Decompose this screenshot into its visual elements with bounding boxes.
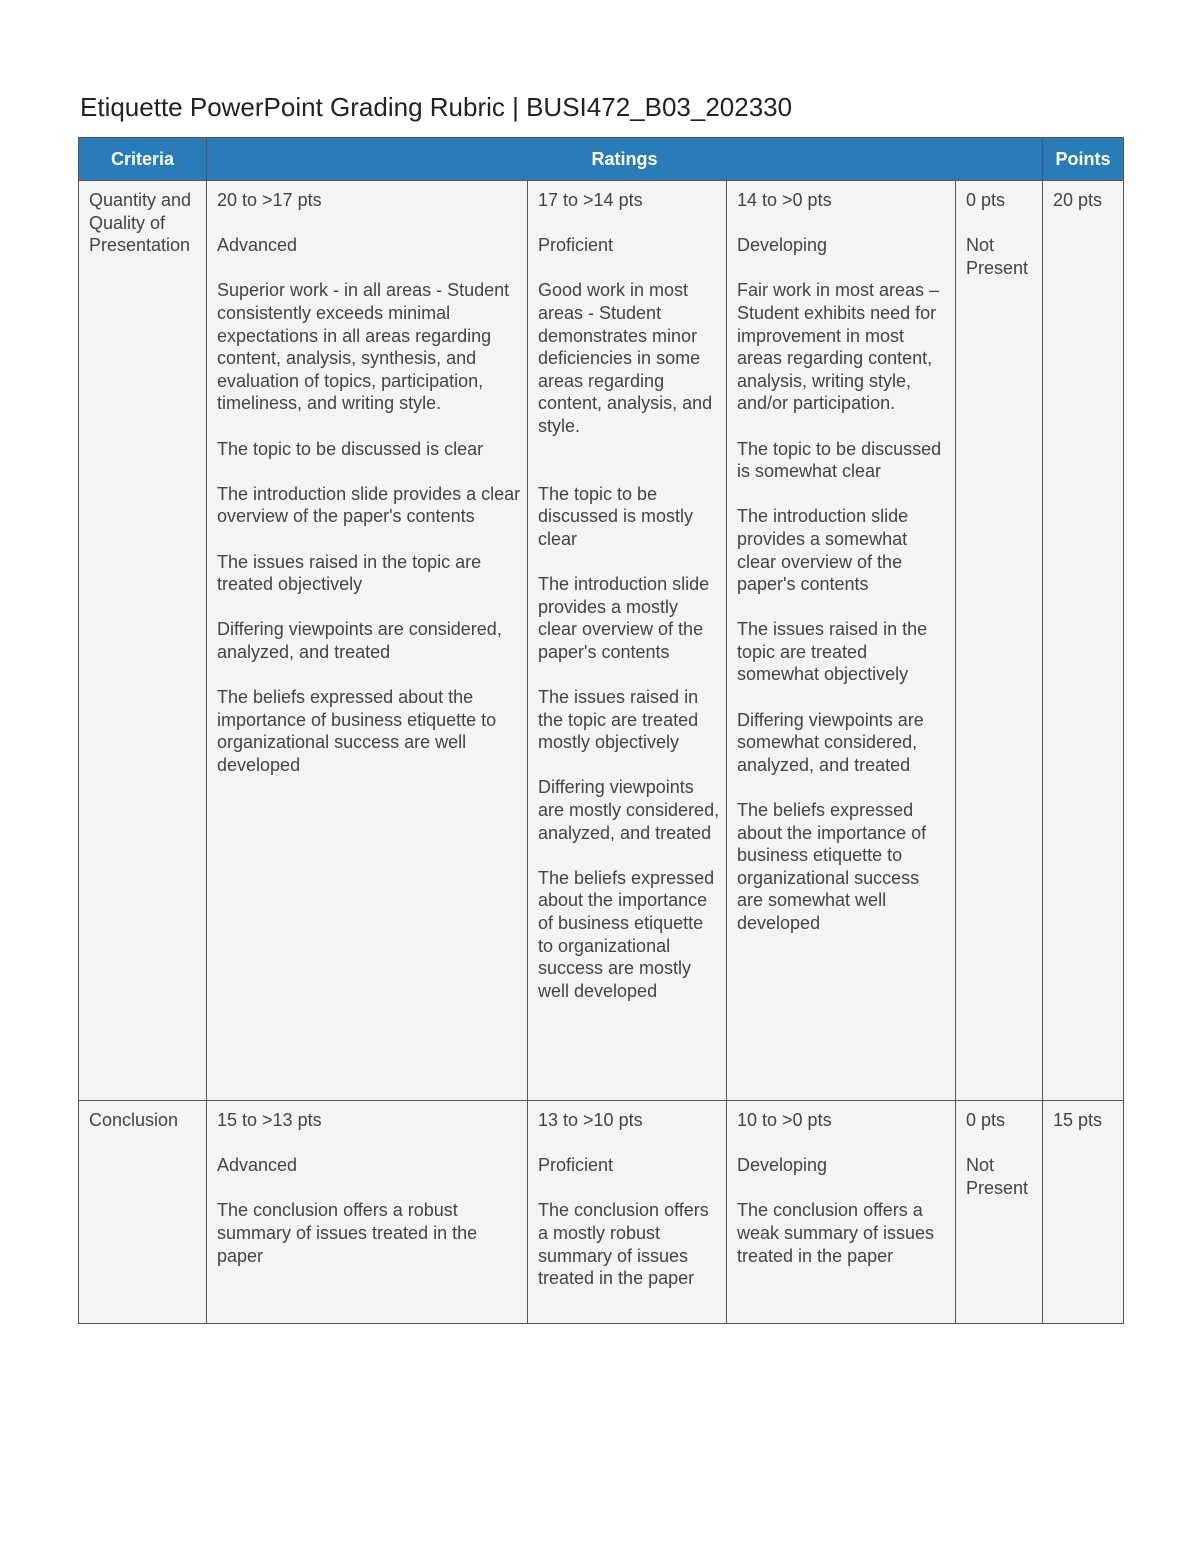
rating-description: The introduction slide provides a mostly… bbox=[538, 574, 710, 662]
rating-level: Developing bbox=[737, 235, 828, 256]
rating-description: Differing viewpoints are somewhat consid… bbox=[737, 709, 924, 775]
rating-description: Good work in most areas - Student demons… bbox=[538, 280, 713, 436]
rating-description: The beliefs expressed about the importan… bbox=[538, 867, 715, 1001]
criteria-cell: Conclusion bbox=[78, 1100, 207, 1324]
points-header: Points bbox=[1042, 137, 1125, 181]
rating-level: Not Present bbox=[966, 1155, 1029, 1198]
points-cell: 20 pts bbox=[1042, 180, 1125, 1101]
rating-description: The issues raised in the topic are treat… bbox=[538, 687, 699, 753]
rating-points: 13 to >10 pts bbox=[538, 1110, 643, 1130]
rating-cell: 0 pts Not Present bbox=[954, 180, 1044, 1101]
rating-description: Fair work in most areas – Student exhibi… bbox=[737, 280, 940, 414]
rating-level: Proficient bbox=[538, 1155, 614, 1176]
rating-cell: 10 to >0 pts Developing The conclusion off… bbox=[726, 1100, 956, 1324]
table-row: Quantity and Quality of Presentation 20 t… bbox=[78, 180, 1125, 1101]
rating-level: Advanced bbox=[217, 1155, 298, 1176]
rating-points: 14 to >0 pts bbox=[737, 190, 832, 210]
rating-description: The conclusion offers a robust summary o… bbox=[217, 1200, 478, 1266]
rating-level: Not Present bbox=[966, 235, 1029, 278]
ratings-header: Ratings bbox=[205, 137, 1044, 181]
rating-description: The beliefs expressed about the importan… bbox=[217, 687, 497, 775]
criteria-cell: Quantity and Quality of Presentation bbox=[78, 180, 207, 1101]
rating-level: Developing bbox=[737, 1155, 828, 1176]
rating-points: 10 to >0 pts bbox=[737, 1110, 832, 1130]
rating-description: The topic to be discussed is clear bbox=[217, 438, 484, 459]
rating-level: Advanced bbox=[217, 235, 298, 256]
rating-cell: 13 to >10 pts Proficient The conclusion of… bbox=[527, 1100, 727, 1324]
rating-cell: 15 to >13 pts Advanced The conclusion offe… bbox=[206, 1100, 528, 1324]
rating-description: Differing viewpoints are mostly consider… bbox=[538, 777, 720, 843]
rubric-table: Criteria Ratings Points Quantity and Qua… bbox=[78, 137, 1125, 1324]
rating-description: The topic to be discussed is mostly clea… bbox=[538, 483, 694, 549]
rating-description: The beliefs expressed about the importan… bbox=[737, 800, 927, 933]
rating-cell: 20 to >17 pts Advanced Superior work - in … bbox=[206, 180, 528, 1101]
spacer bbox=[538, 460, 720, 483]
rating-level: Proficient bbox=[538, 235, 614, 256]
rating-description: The issues raised in the topic are treat… bbox=[737, 619, 928, 685]
rating-description: Superior work - in all areas - Student c… bbox=[217, 280, 510, 414]
rating-description: The issues raised in the topic are treat… bbox=[217, 551, 482, 595]
rating-description: The conclusion offers a mostly robust su… bbox=[538, 1200, 709, 1289]
rating-points: 15 to >13 pts bbox=[217, 1110, 322, 1130]
rating-description: The conclusion offers a weak summary of … bbox=[737, 1200, 935, 1266]
rating-points: 0 pts bbox=[966, 1110, 1006, 1130]
header-row: Criteria Ratings Points bbox=[78, 137, 1125, 181]
rating-description: The introduction slide provides a somewh… bbox=[737, 506, 909, 595]
rating-points: 0 pts bbox=[966, 190, 1006, 210]
rating-points: 17 to >14 pts bbox=[538, 190, 643, 210]
rating-description: The introduction slide provides a clear … bbox=[217, 483, 521, 527]
table-row: Conclusion 15 to >13 pts Advanced The concl… bbox=[78, 1100, 1125, 1324]
rating-cell: 17 to >14 pts Proficient Good work in most… bbox=[527, 180, 727, 1101]
page-title: Etiquette PowerPoint Grading Rubric | BU… bbox=[80, 92, 793, 122]
points-cell: 15 pts bbox=[1042, 1100, 1125, 1324]
rating-description: The topic to be discussed is somewhat cl… bbox=[737, 438, 942, 482]
rating-cell: 0 pts Not Present bbox=[954, 1100, 1044, 1324]
rating-cell: 14 to >0 pts Developing Fair work in most … bbox=[726, 180, 956, 1101]
criteria-header: Criteria bbox=[78, 137, 207, 181]
rating-points: 20 to >17 pts bbox=[217, 190, 322, 210]
rating-description: Differing viewpoints are considered, ana… bbox=[217, 619, 502, 662]
